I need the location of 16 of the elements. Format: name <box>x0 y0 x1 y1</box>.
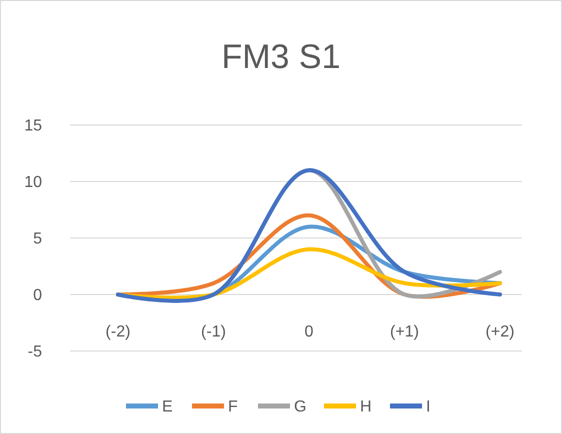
legend-label: E <box>162 398 173 416</box>
y-tick-label: 5 <box>33 230 42 248</box>
x-tick-label: (+1) <box>390 324 419 340</box>
y-tick-label: 0 <box>33 287 42 304</box>
y-tick-label: 10 <box>24 174 42 192</box>
legend-label: H <box>360 398 372 416</box>
y-tick-label: 15 <box>24 118 42 135</box>
x-tick-label: 0 <box>304 324 314 340</box>
legend-label: I <box>426 398 430 416</box>
x-tick-label: (-2) <box>106 324 130 340</box>
x-tick-label: (-1) <box>201 324 226 340</box>
chart-title: FM3 S1 <box>221 38 341 76</box>
x-tick-label: (+2) <box>486 324 514 340</box>
legend-label: F <box>228 398 238 416</box>
legend-label: G <box>294 398 306 416</box>
y-tick-label: -5 <box>28 344 42 361</box>
